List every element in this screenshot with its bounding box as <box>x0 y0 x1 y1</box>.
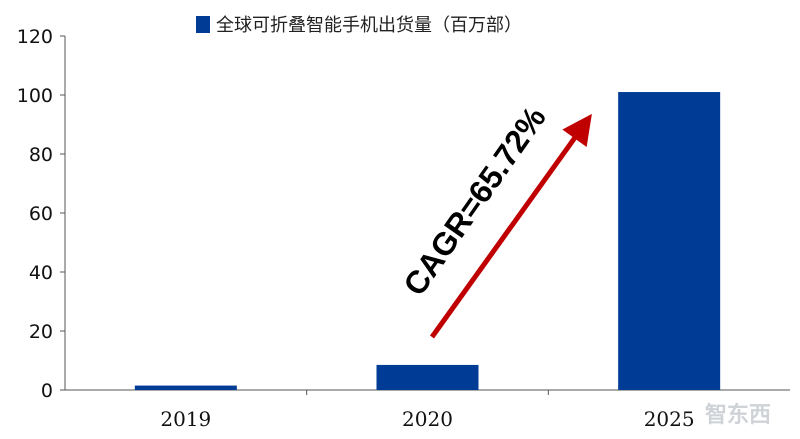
legend-swatch <box>196 16 210 33</box>
cagr-arrow <box>429 113 592 339</box>
y-tick-label: 60 <box>29 203 53 225</box>
y-tick-label: 120 <box>17 26 53 48</box>
x-tick-label-2019: 2019 <box>160 407 211 431</box>
y-tick-label: 20 <box>29 321 53 343</box>
x-ticks: 2019 2020 2025 <box>160 390 695 431</box>
watermark-logo: 智东西 <box>705 402 771 428</box>
bar-2019 <box>134 385 237 390</box>
x-tick-label-2020: 2020 <box>402 407 453 431</box>
y-tick-label: 80 <box>29 144 53 166</box>
bar-2025 <box>618 92 721 391</box>
y-tick-label: 100 <box>17 85 53 107</box>
legend: 全球可折叠智能手机出货量（百万部） <box>196 15 522 36</box>
y-tick-label: 40 <box>29 262 53 284</box>
bars <box>134 92 721 391</box>
cagr-annotation: CAGR=65.72% <box>396 100 592 339</box>
y-ticks: 0 20 40 60 80 100 120 <box>17 26 65 402</box>
y-tick-label: 0 <box>41 380 53 402</box>
legend-label: 全球可折叠智能手机出货量（百万部） <box>216 15 522 36</box>
x-tick-label-2025: 2025 <box>644 407 695 431</box>
bar-2020 <box>376 364 479 390</box>
